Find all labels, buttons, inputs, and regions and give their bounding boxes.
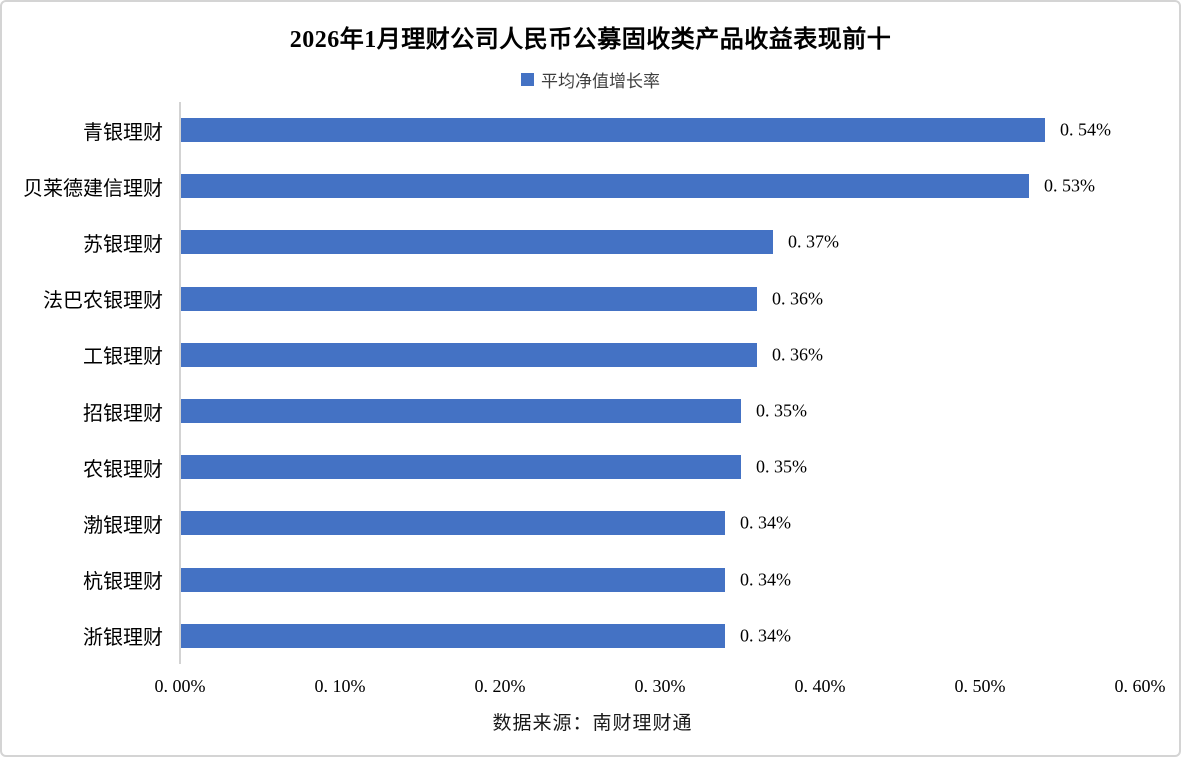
bar (181, 118, 1045, 143)
bar-track: 0. 34% (181, 608, 1141, 664)
chart-row: 浙银理财 0. 34% (2, 608, 1179, 664)
x-axis-tick-label: 0. 30% (634, 676, 686, 696)
legend-marker-icon (521, 73, 534, 86)
x-axis-tick-label: 0. 40% (794, 676, 846, 696)
x-axis-tick-label: 0. 50% (954, 676, 1006, 696)
chart-row: 法巴农银理财 0. 36% (2, 271, 1179, 327)
value-label: 0. 34% (740, 512, 791, 533)
chart-row: 农银理财 0. 35% (2, 439, 1179, 495)
value-label: 0. 37% (788, 231, 839, 252)
bar-track: 0. 35% (181, 383, 1141, 439)
chart-row: 工银理财 0. 36% (2, 327, 1179, 383)
category-label: 青银理财 (83, 121, 163, 144)
value-label: 0. 36% (772, 344, 823, 365)
value-label: 0. 53% (1044, 175, 1095, 196)
x-axis-tick-label: 0. 20% (474, 676, 526, 696)
chart-title: 2026年1月理财公司人民币公募固收类产品收益表现前十 (289, 27, 892, 53)
source-note: 数据来源：南财理财通 (492, 713, 693, 734)
x-axis: 0. 00% 0. 10% 0. 20% 0. 30% 0. 40% 0. 50% 0. 6… (155, 676, 1166, 702)
category-label: 浙银理财 (83, 627, 163, 650)
y-axis-line (179, 102, 181, 664)
bar (181, 623, 725, 648)
bar (181, 399, 741, 424)
bar (181, 511, 725, 536)
category-label: 工银理财 (83, 346, 163, 369)
chart-row: 渤银理财 0. 34% (2, 495, 1179, 551)
plot-area: 青银理财 0. 54% 贝莱德建信理财 0. 53% 苏银理财 0. 37% 法巴农银理财 0… (2, 102, 1179, 664)
chart-row: 苏银理财 0. 37% (2, 214, 1179, 270)
bar-track: 0. 37% (181, 214, 1141, 270)
category-label: 招银理财 (83, 402, 163, 425)
bar (181, 455, 741, 480)
bar-track: 0. 36% (181, 327, 1141, 383)
bar-track: 0. 53% (181, 158, 1141, 214)
bar (181, 230, 773, 255)
category-label: 贝莱德建信理财 (23, 177, 163, 200)
legend-label: 平均净值增长率 (541, 72, 660, 91)
bar-track: 0. 54% (181, 102, 1141, 158)
bar-rows: 青银理财 0. 54% 贝莱德建信理财 0. 53% 苏银理财 0. 37% 法巴农银理财 0… (2, 102, 1179, 664)
bar (181, 174, 1029, 199)
bar (181, 286, 757, 311)
value-label: 0. 34% (740, 569, 791, 590)
chart-row: 杭银理财 0. 34% (2, 552, 1179, 608)
bar-track: 0. 36% (181, 271, 1141, 327)
bar-track: 0. 34% (181, 552, 1141, 608)
x-axis-tick-label: 0. 00% (154, 676, 206, 696)
bar-track: 0. 34% (181, 495, 1141, 551)
x-axis-tick-label: 0. 60% (1114, 676, 1166, 696)
legend: 平均净值增长率 (2, 67, 1179, 92)
value-label: 0. 35% (756, 456, 807, 477)
bar-track: 0. 35% (181, 439, 1141, 495)
category-label: 法巴农银理财 (43, 290, 163, 313)
category-label: 农银理财 (83, 458, 163, 481)
value-label: 0. 36% (772, 288, 823, 309)
value-label: 0. 34% (740, 625, 791, 646)
x-axis-tick-label: 0. 10% (314, 676, 366, 696)
value-label: 0. 54% (1060, 119, 1111, 140)
category-label: 渤银理财 (83, 514, 163, 537)
chart-row: 招银理财 0. 35% (2, 383, 1179, 439)
bar (181, 567, 725, 592)
chart-row: 青银理财 0. 54% (2, 102, 1179, 158)
category-label: 杭银理财 (83, 571, 163, 594)
category-label: 苏银理财 (83, 233, 163, 256)
chart-row: 贝莱德建信理财 0. 53% (2, 158, 1179, 214)
bar (181, 342, 757, 367)
value-label: 0. 35% (756, 400, 807, 421)
